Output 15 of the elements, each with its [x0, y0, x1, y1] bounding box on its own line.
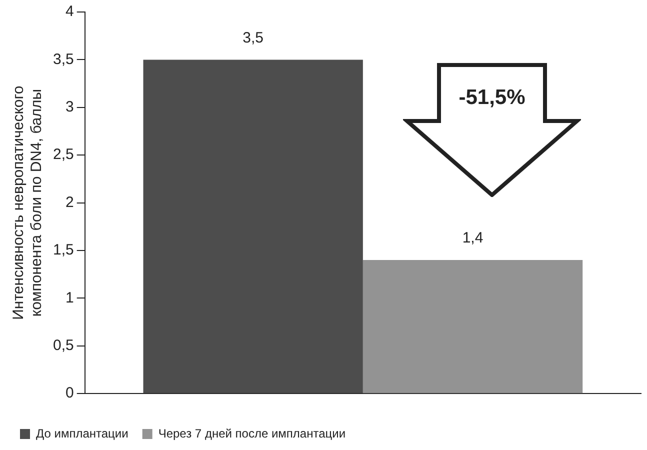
- data-label: 3,5: [242, 29, 264, 46]
- y-tick-label: 1,5: [52, 242, 74, 259]
- y-tick-label: 0: [66, 384, 74, 402]
- legend-label: Через 7 дней после имплантации: [158, 426, 346, 440]
- y-tick-label: 2: [66, 194, 74, 211]
- y-tick-label: 0,5: [52, 337, 74, 354]
- y-axis-title: Интенсивность невропатического компонента боли по DN4, баллы: [10, 86, 46, 320]
- y-tick-label: 3,5: [52, 50, 74, 68]
- y-tick-label: 4: [66, 3, 74, 20]
- y-tick-label: 1: [66, 289, 74, 306]
- annotation: -51,5%: [458, 86, 526, 110]
- data-label: 1,4: [462, 230, 484, 247]
- legend-label: До имплантации: [36, 426, 128, 440]
- y-tick-label: 2,5: [52, 146, 74, 164]
- y-tick-label: 3: [66, 98, 74, 116]
